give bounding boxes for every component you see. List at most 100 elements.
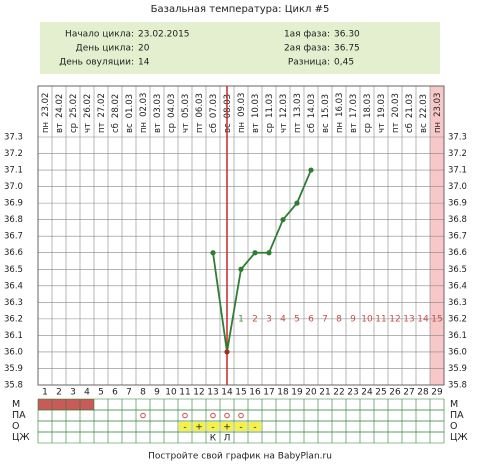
day-number: 3 xyxy=(70,388,76,398)
phase-day-label: 6 xyxy=(308,314,314,324)
weekday: сб xyxy=(111,123,121,133)
date-label: чт 12.03 xyxy=(279,94,289,133)
y-tick-label: 36.8 xyxy=(448,215,467,225)
y-tick-label: 36.1 xyxy=(4,331,23,341)
weekday: ср xyxy=(69,123,79,133)
day-number: 5 xyxy=(98,388,104,398)
y-tick-label: 36.7 xyxy=(4,232,23,242)
weekday: сб xyxy=(405,123,415,133)
date-label: сб 07.03 xyxy=(209,94,219,133)
day-number: 8 xyxy=(140,388,146,398)
weekday: вт xyxy=(153,123,163,133)
y-tick-label: 36.2 xyxy=(448,314,467,324)
phase-day-label: 1 xyxy=(238,314,244,324)
weekday: пн xyxy=(41,122,51,133)
y-tick-label: 36.6 xyxy=(4,248,23,258)
day-number: 19 xyxy=(291,388,303,398)
y-tick-label: 36.4 xyxy=(448,281,467,291)
info-label: День овуляции: xyxy=(59,58,134,68)
row-label: О xyxy=(450,421,457,432)
date-label: сб 21.03 xyxy=(405,94,415,133)
date: 23.03 xyxy=(433,93,443,117)
temperature-point xyxy=(280,217,286,223)
day-number: 1 xyxy=(42,388,48,398)
date-label: сб 28.02 xyxy=(111,94,121,133)
row-label: О xyxy=(12,421,19,432)
date-label: вт 17.03 xyxy=(349,94,359,133)
mucus-cell xyxy=(221,422,233,431)
date-label: вт 03.03 xyxy=(153,94,163,133)
day-number: 2 xyxy=(56,388,62,398)
date: 27.02 xyxy=(97,93,107,117)
y-tick-label: 37.2 xyxy=(448,149,467,159)
row-label: ЦЖ xyxy=(450,432,468,443)
weekday: вс xyxy=(125,123,135,133)
date: 16.03 xyxy=(335,93,345,117)
date: 26.02 xyxy=(83,94,93,118)
date-label: пт 13.03 xyxy=(293,93,303,133)
day-number: 24 xyxy=(361,388,373,398)
date-label: ср 25.02 xyxy=(69,94,79,133)
date: 25.02 xyxy=(69,94,79,118)
info-value: 36.30 xyxy=(334,30,360,40)
day-number: 21 xyxy=(319,388,330,398)
day-number: 26 xyxy=(389,388,401,398)
y-tick-label: 35.8 xyxy=(4,381,23,391)
row-label: М xyxy=(12,399,20,410)
date: 23.02 xyxy=(41,93,51,117)
day-number: 9 xyxy=(154,388,160,398)
phase-day-label: 7 xyxy=(322,314,328,324)
day-number: 17 xyxy=(263,388,274,398)
y-tick-label: 36.6 xyxy=(448,248,467,258)
date: 07.03 xyxy=(209,94,219,118)
phase-day-label: 13 xyxy=(403,314,414,324)
mucus-cell xyxy=(249,422,261,431)
day-number: 27 xyxy=(403,388,414,398)
weekday: пн xyxy=(433,122,443,133)
date-label: ср 18.03 xyxy=(363,94,373,133)
date: 21.03 xyxy=(405,94,415,118)
menstruation-cell xyxy=(66,399,80,410)
date-label: пн 16.03 xyxy=(335,93,345,133)
day-number: 23 xyxy=(347,388,358,398)
y-tick-label: 36.0 xyxy=(448,347,467,357)
info-label: 2ая фаза: xyxy=(284,44,330,54)
day-number: 28 xyxy=(417,388,429,398)
date-label: пт 06.03 xyxy=(195,93,205,133)
y-tick-label: 37.1 xyxy=(448,166,467,176)
weekday: чт xyxy=(279,123,289,133)
temperature-point xyxy=(238,266,244,272)
info-value: 20 xyxy=(138,44,150,54)
phase-day-label: 10 xyxy=(361,314,373,324)
weekday: ср xyxy=(265,123,275,133)
menstruation-cell xyxy=(52,399,66,410)
weekday: пт xyxy=(97,122,107,133)
date-label: пн 23.02 xyxy=(41,93,51,133)
info-value: 36.75 xyxy=(334,44,360,54)
date-label: вс 01.03 xyxy=(125,94,135,133)
date: 17.03 xyxy=(349,94,359,118)
info-value: 14 xyxy=(138,58,150,68)
day-number: 13 xyxy=(207,388,218,398)
weekday: вс xyxy=(419,123,429,133)
date-label: пн 23.03 xyxy=(433,93,443,133)
day-number: 25 xyxy=(375,388,386,398)
date: 06.03 xyxy=(195,93,205,117)
row-label: ПА xyxy=(450,410,464,421)
row-label: ЦЖ xyxy=(12,432,30,443)
row-cell-text: - xyxy=(211,423,214,433)
day-number: 12 xyxy=(193,388,204,398)
y-tick-label: 36.5 xyxy=(448,265,467,275)
date-label: вт 24.02 xyxy=(55,94,65,133)
date: 24.02 xyxy=(55,94,65,118)
chart-title: Базальная температура: Цикл #5 xyxy=(151,4,330,15)
date-label: ср 11.03 xyxy=(265,94,275,133)
info-value: 23.02.2015 xyxy=(138,30,190,40)
day-number: 7 xyxy=(126,388,132,398)
date: 10.03 xyxy=(251,94,261,118)
date: 09.03 xyxy=(237,93,247,117)
date: 01.03 xyxy=(125,94,135,118)
date-label: вс 22.03 xyxy=(419,94,429,133)
date: 12.03 xyxy=(279,94,289,118)
